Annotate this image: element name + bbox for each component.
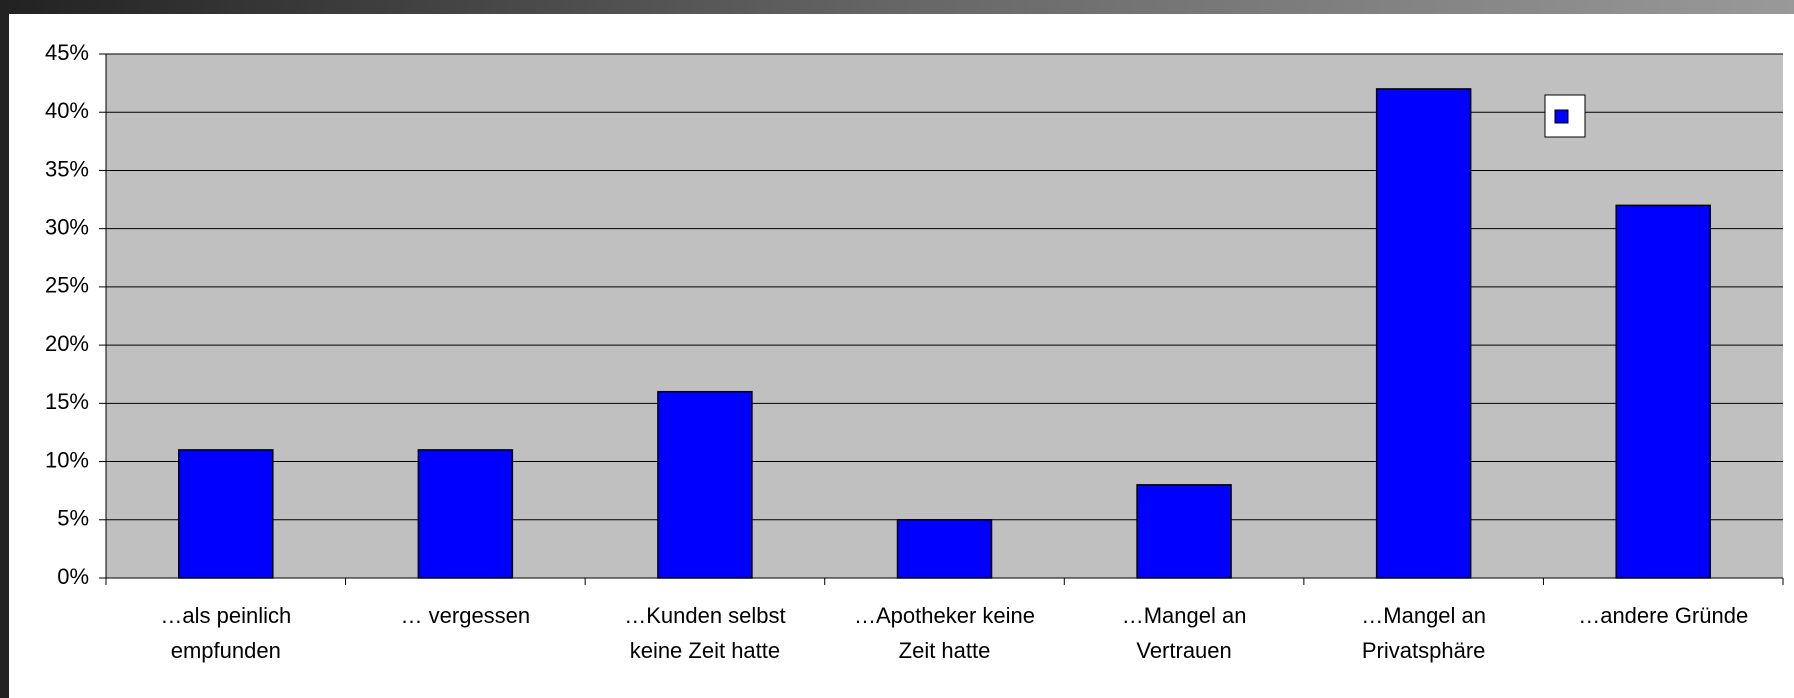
- bar: [896, 519, 993, 579]
- bar: [178, 449, 274, 579]
- x-tick-label: … vergessen: [400, 603, 531, 628]
- x-tick-label: …Mangel an Privatsphäre: [1361, 603, 1487, 663]
- y-tick-label: 45%: [45, 40, 89, 65]
- plot-area: [106, 54, 1783, 578]
- bar: [1136, 484, 1232, 579]
- bar: [1375, 88, 1472, 579]
- y-tick-label: 30%: [45, 214, 89, 239]
- y-tick-label: 15%: [45, 389, 89, 414]
- y-tick-label: 40%: [45, 98, 89, 123]
- x-tick-label: …Kunden selbst keine Zeit hatte: [624, 603, 786, 663]
- y-tick-label: 0%: [57, 564, 89, 589]
- bar: [1615, 204, 1711, 579]
- x-tick-label: …andere Gründe: [1578, 603, 1749, 628]
- y-tick-label: 25%: [45, 273, 89, 298]
- x-tick-label: …Apotheker keine Zeit hatte: [854, 603, 1035, 663]
- bar: [657, 390, 753, 579]
- y-tick-label: 20%: [45, 331, 89, 356]
- y-tick-label: 5%: [57, 506, 89, 531]
- bar: [417, 449, 514, 579]
- x-tick-label: …Mangel an Vertrauen: [1121, 603, 1247, 663]
- y-tick-label: 10%: [45, 447, 89, 472]
- legend-swatch: [1554, 109, 1569, 124]
- x-tick-label: …als peinlich empfunden: [160, 603, 292, 663]
- y-tick-label: 35%: [45, 156, 89, 181]
